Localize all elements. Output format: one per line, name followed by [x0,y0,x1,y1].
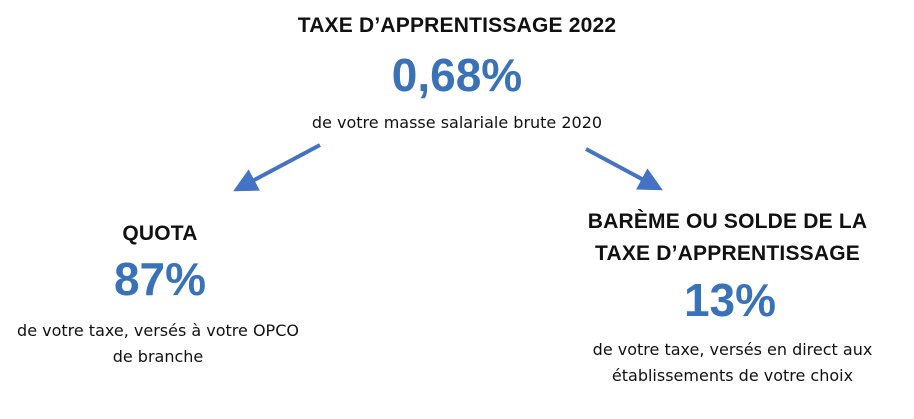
bareme-description-line1: de votre taxe, versés en direct aux [592,340,873,359]
top-description: de votre masse salariale brute 2020 [311,113,603,132]
arrow-to-bareme [585,147,663,191]
bareme-percentage: 13% [683,274,777,326]
bareme-description-line2: établissements de votre choix [611,366,854,385]
bareme-description: de votre taxe, versés en direct aux étab… [560,337,905,389]
arrow-to-quota [233,143,321,192]
top-percentage: 0,68% [391,49,523,101]
bareme-title: BARÈME OU SOLDE DE LA TAXE D’APPRENTISSA… [545,206,910,270]
quota-description-line2: de branche [112,347,204,366]
bareme-title-line2: TAXE D’APPRENTISSAGE [595,242,860,265]
quota-title: QUOTA [122,222,198,245]
quota-description-line1: de votre taxe, versés à votre OPCO [17,321,299,340]
quota-description: de votre taxe, versés à votre OPCO de br… [0,318,316,370]
top-title: TAXE D’APPRENTISSAGE 2022 [297,14,617,37]
bareme-title-line1: BARÈME OU SOLDE DE LA [587,210,868,233]
quota-percentage: 87% [113,253,207,305]
